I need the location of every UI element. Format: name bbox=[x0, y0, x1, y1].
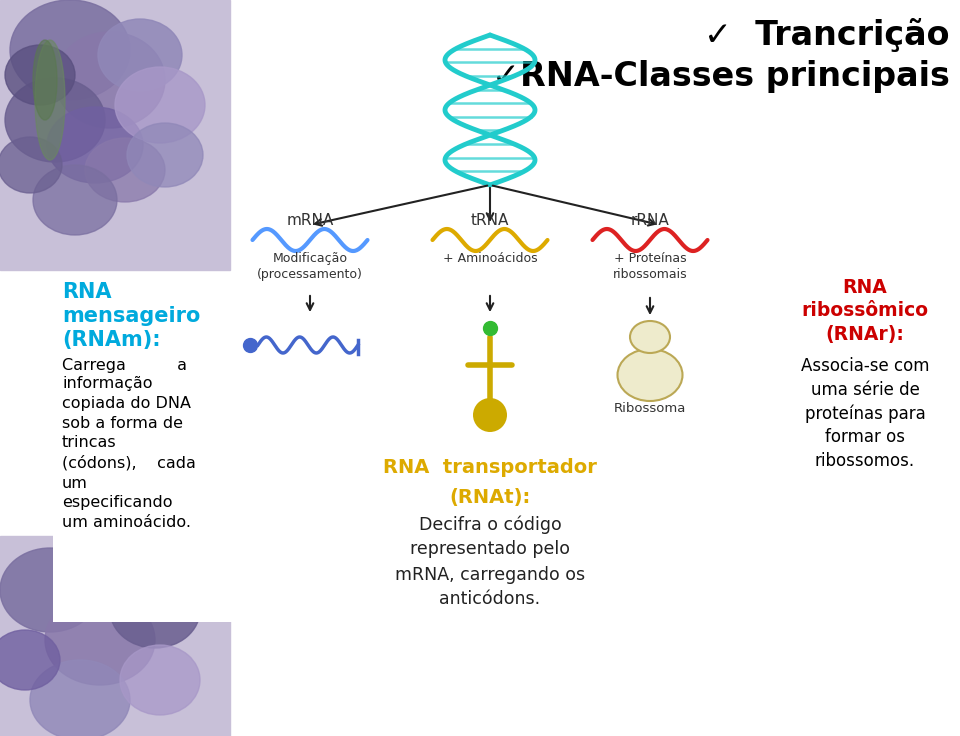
Ellipse shape bbox=[45, 595, 155, 685]
Ellipse shape bbox=[10, 0, 130, 100]
Circle shape bbox=[473, 398, 507, 432]
Text: Ribossoma: Ribossoma bbox=[613, 402, 686, 415]
Ellipse shape bbox=[0, 630, 60, 690]
FancyBboxPatch shape bbox=[53, 278, 252, 622]
Text: ✓RNA-Classes principais: ✓RNA-Classes principais bbox=[492, 60, 950, 93]
Text: ✓  Trancrição: ✓ Trancrição bbox=[705, 18, 950, 52]
Text: RNA
mensageiro
(RNAm):: RNA mensageiro (RNAm): bbox=[62, 282, 201, 350]
Text: (RNAt):: (RNAt): bbox=[449, 488, 531, 507]
Ellipse shape bbox=[5, 78, 105, 162]
Text: + Aminoácidos: + Aminoácidos bbox=[443, 252, 538, 265]
Text: Carrega          a: Carrega a bbox=[62, 358, 187, 373]
Ellipse shape bbox=[630, 321, 670, 353]
Ellipse shape bbox=[85, 138, 165, 202]
Ellipse shape bbox=[33, 165, 117, 235]
Text: Associa-se com
uma série de
proteínas para
formar os
ribossomos.: Associa-se com uma série de proteínas pa… bbox=[801, 357, 929, 470]
Text: informação
copiada do DNA
sob a forma de
trincas
(códons),    cada
um
especifica: informação copiada do DNA sob a forma de… bbox=[62, 376, 196, 531]
Text: rRNA: rRNA bbox=[631, 213, 669, 228]
Text: RNA  transportador: RNA transportador bbox=[383, 458, 597, 477]
Ellipse shape bbox=[617, 349, 683, 401]
Ellipse shape bbox=[55, 32, 165, 128]
Bar bbox=[0, 0, 230, 270]
Ellipse shape bbox=[5, 45, 75, 105]
Text: + Proteínas
ribossomais: + Proteínas ribossomais bbox=[612, 252, 687, 281]
Text: Decifra o código
representado pelo
mRNA, carregando os
anticódons.: Decifra o código representado pelo mRNA,… bbox=[395, 515, 585, 609]
Text: Modificação
(processamento): Modificação (processamento) bbox=[257, 252, 363, 281]
Ellipse shape bbox=[30, 660, 130, 736]
Ellipse shape bbox=[35, 40, 65, 160]
Ellipse shape bbox=[127, 123, 203, 187]
Ellipse shape bbox=[33, 40, 57, 120]
Text: tRNA: tRNA bbox=[470, 213, 509, 228]
Ellipse shape bbox=[98, 19, 182, 91]
Ellipse shape bbox=[110, 572, 200, 648]
Ellipse shape bbox=[0, 548, 100, 632]
Text: mRNA: mRNA bbox=[286, 213, 334, 228]
Bar bbox=[0, 536, 230, 736]
Ellipse shape bbox=[120, 645, 200, 715]
Text: RNA
ribossômico
(RNAr):: RNA ribossômico (RNAr): bbox=[802, 278, 928, 344]
Ellipse shape bbox=[47, 107, 143, 183]
Ellipse shape bbox=[0, 137, 62, 193]
Ellipse shape bbox=[115, 67, 205, 143]
